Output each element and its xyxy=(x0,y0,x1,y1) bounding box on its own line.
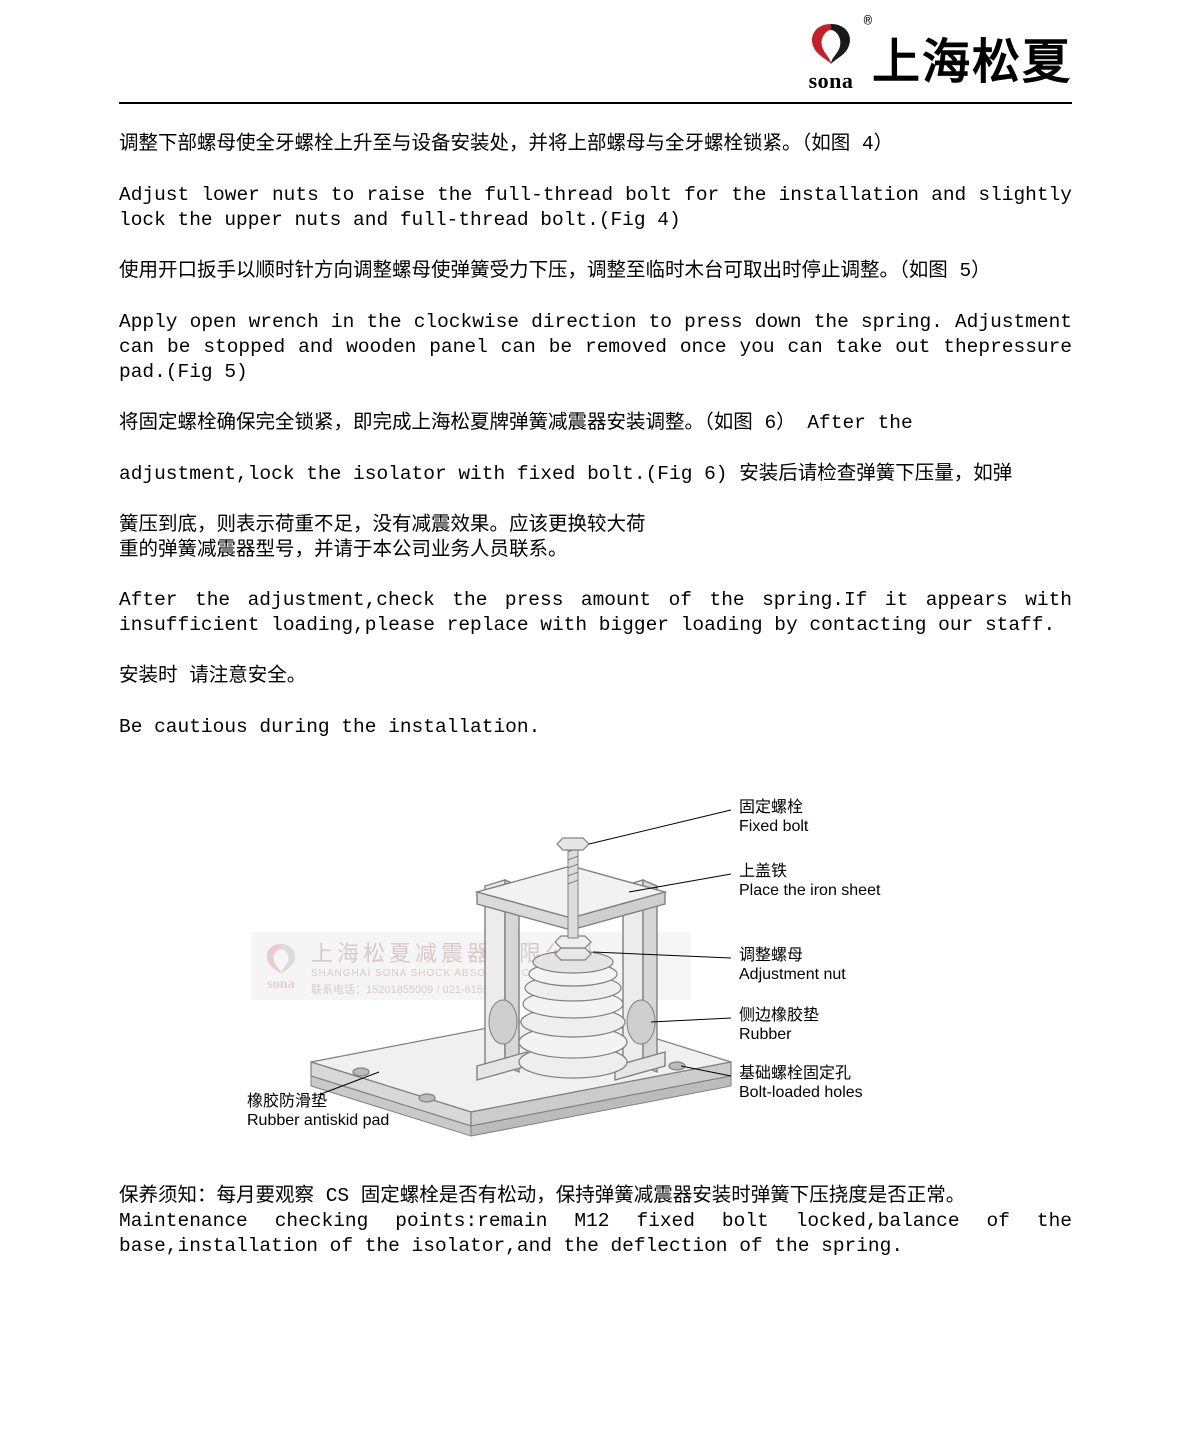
label-cn: 调整螺母 xyxy=(739,946,846,965)
label-en: Rubber antiskid pad xyxy=(247,1111,389,1130)
diagram-label-rubber: 侧边橡胶垫 Rubber xyxy=(739,1006,819,1044)
para-8-en: After the adjustment,check the press amo… xyxy=(119,588,1072,638)
logo-mark: ® sona xyxy=(804,20,858,94)
diagram-label-antiskid-pad: 橡胶防滑垫 Rubber antiskid pad xyxy=(247,1092,389,1130)
logo-subtext: sona xyxy=(809,68,854,94)
label-cn: 固定螺栓 xyxy=(739,798,808,817)
label-en: Adjustment nut xyxy=(739,965,846,984)
label-cn: 侧边橡胶垫 xyxy=(739,1006,819,1025)
para-4-en: Apply open wrench in the clockwise direc… xyxy=(119,310,1072,385)
label-cn: 上盖铁 xyxy=(739,862,880,881)
diagram-label-fixed-bolt: 固定螺栓 Fixed bolt xyxy=(739,798,808,836)
logo-swirl-icon xyxy=(804,20,858,70)
isolator-diagram: sona 上海松夏减震器有限公司 SHANGHAI SONA SHOCK ABS… xyxy=(191,766,921,1154)
diagram-label-iron-sheet: 上盖铁 Place the iron sheet xyxy=(739,862,880,900)
para-5: 将固定螺栓确保完全锁紧，即完成上海松夏牌弹簧减震器安装调整。（如图 6） Aft… xyxy=(119,411,1072,436)
para-10-en: Be cautious during the installation. xyxy=(119,715,1072,740)
company-name-cn: 上海松夏 xyxy=(872,22,1072,92)
para-9-cn: 安装时 请注意安全。 xyxy=(119,664,1072,689)
para-2-en: Adjust lower nuts to raise the full-thre… xyxy=(119,183,1072,233)
para-11-line3: base,installation of the isolator,and th… xyxy=(119,1234,1072,1259)
para-11-line1: 保养须知：每月要观察 CS 固定螺栓是否有松动，保持弹簧减震器安装时弹簧下压挠度… xyxy=(119,1184,1072,1209)
para-3-cn: 使用开口扳手以顺时针方向调整螺母使弹簧受力下压，调整至临时木台可取出时停止调整。… xyxy=(119,259,1072,284)
para-6: adjustment,lock the isolator with fixed … xyxy=(119,462,1072,487)
document-body: 调整下部螺母使全牙螺栓上升至与设备安装处，并将上部螺母与全牙螺栓锁紧。（如图 4… xyxy=(119,132,1072,1259)
para-11-line2: Maintenance checking points:remain M12 f… xyxy=(119,1209,1072,1234)
label-en: Fixed bolt xyxy=(739,817,808,836)
document-header: ® sona 上海松夏 xyxy=(119,20,1072,104)
para-1-cn: 调整下部螺母使全牙螺栓上升至与设备安装处，并将上部螺母与全牙螺栓锁紧。（如图 4… xyxy=(119,132,1072,157)
diagram-label-bolt-holes: 基础螺栓固定孔 Bolt-loaded holes xyxy=(739,1064,863,1102)
registered-mark: ® xyxy=(864,14,872,30)
diagram-label-adjustment-nut: 调整螺母 Adjustment nut xyxy=(739,946,846,984)
label-cn: 基础螺栓固定孔 xyxy=(739,1064,863,1083)
logo-block: ® sona 上海松夏 xyxy=(804,20,1072,94)
label-en: Bolt-loaded holes xyxy=(739,1083,863,1102)
para-7a: 簧压到底，则表示荷重不足，没有减震效果。应该更换较大荷 xyxy=(119,513,1072,538)
label-en: Rubber xyxy=(739,1025,819,1044)
label-cn: 橡胶防滑垫 xyxy=(247,1092,389,1111)
para-7b: 重的弹簧减震器型号，并请于本公司业务人员联系。 xyxy=(119,538,1072,563)
label-en: Place the iron sheet xyxy=(739,881,880,900)
